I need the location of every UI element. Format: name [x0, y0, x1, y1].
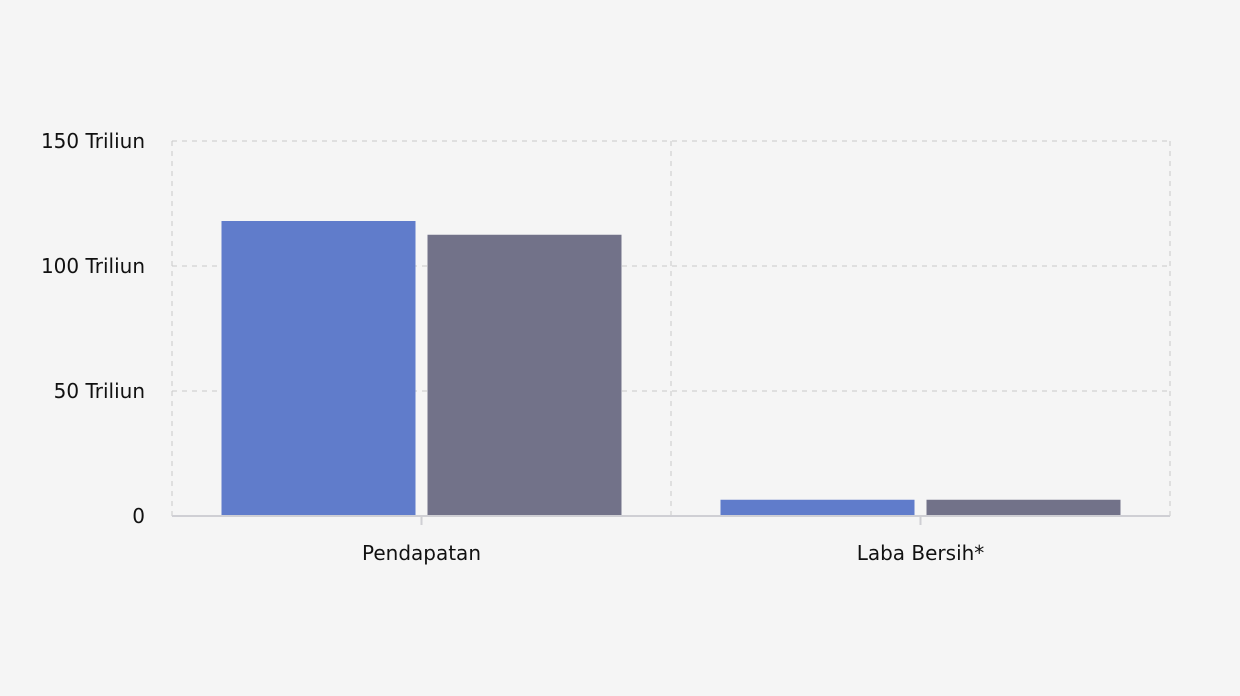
x-category-label: Pendapatan [362, 541, 481, 565]
bars [221, 221, 1121, 516]
bar-series1-cat2 [720, 499, 915, 516]
y-tick-label: 50 Triliun [54, 379, 145, 403]
bar-series2-cat2 [926, 499, 1121, 516]
bar-series1-cat1 [221, 221, 416, 516]
y-tick-label: 100 Triliun [41, 254, 145, 278]
grid [171, 140, 1171, 516]
labels: 0 50 Triliun 100 Triliun 150 Triliun Pendapa… [41, 129, 984, 565]
x-category-label: Laba Bersih* [857, 541, 985, 565]
y-tick-label: 150 Triliun [41, 129, 145, 153]
y-tick-label: 0 [132, 504, 145, 528]
bar-series2-cat1 [427, 234, 622, 516]
axes [172, 515, 1170, 525]
